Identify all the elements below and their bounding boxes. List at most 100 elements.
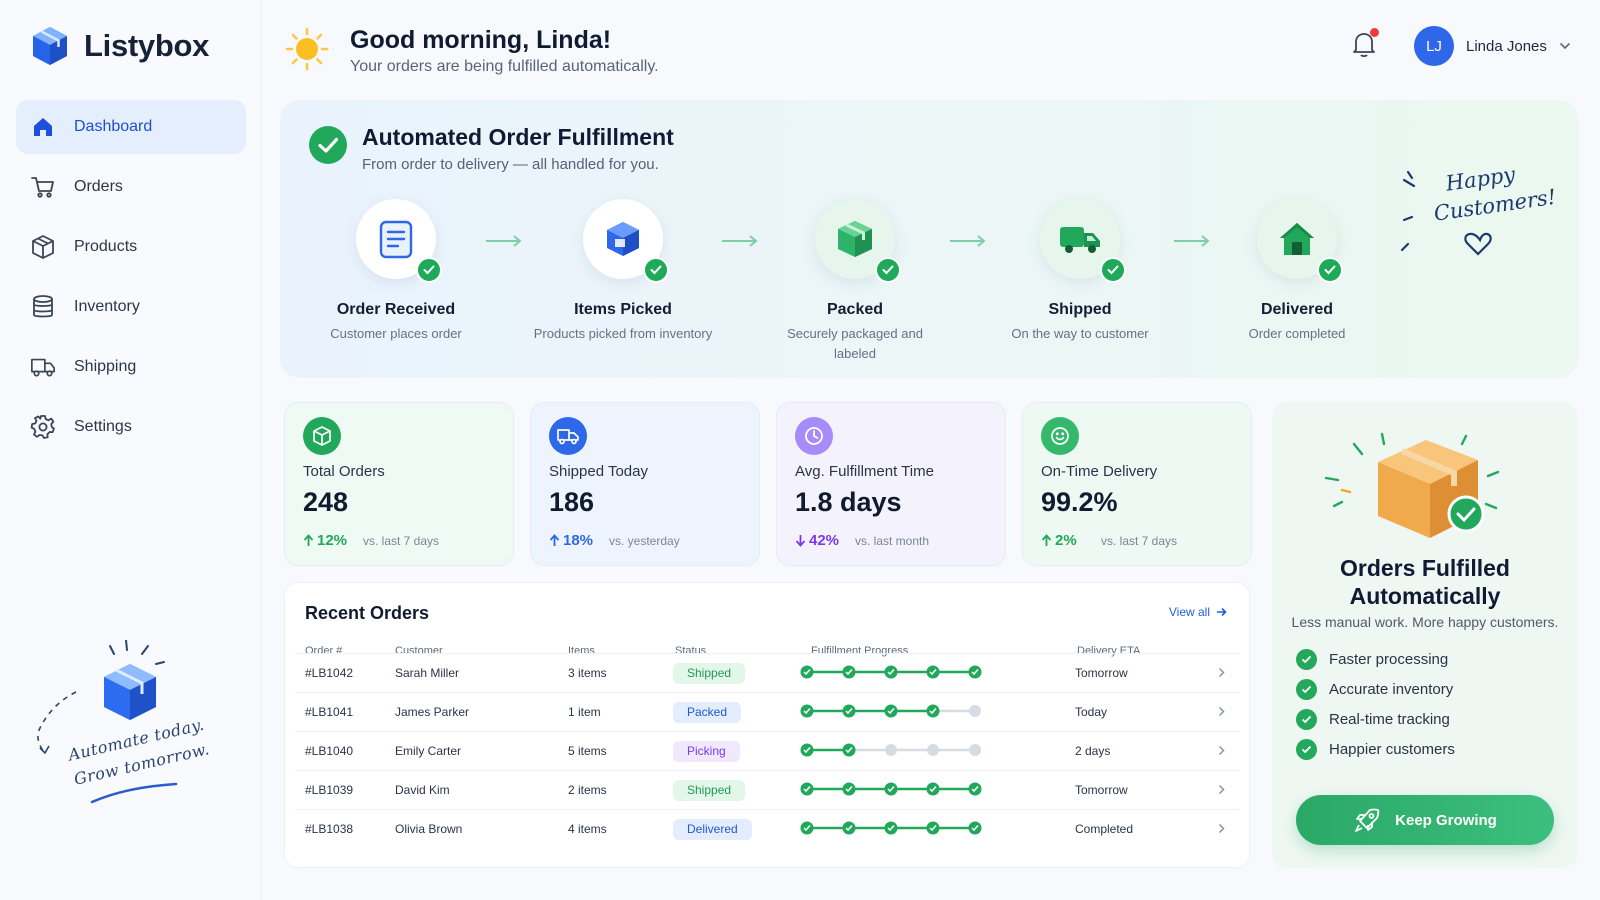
sidebar-nav: Dashboard Orders Products Inventory Ship… [16,100,246,460]
clock-icon [795,417,833,455]
package-illustration [1302,414,1542,544]
chevron-right-icon[interactable] [1218,823,1225,834]
step-shipped[interactable]: Shipped On the way to customer [970,199,1190,344]
sidebar-item-settings[interactable]: Settings [16,400,246,454]
table-row[interactable]: #LB1040 Emily Carter 5 items Picking 2 d… [295,731,1239,770]
step-delivered[interactable]: Delivered Order completed [1187,199,1407,344]
step-desc: Customer places order [330,326,462,341]
stat-value: 99.2% [1041,487,1118,517]
logo-cube-icon [28,24,72,68]
column-header-progress[interactable]: Fulfillment Progress [811,645,909,657]
step-icon-circle [1257,199,1343,283]
stat-value: 1.8 days [795,487,902,517]
order-eta: Tomorrow [1075,783,1128,797]
promo-subtitle: Less manual work. More happy customers. [1291,614,1559,630]
greeting-title: Good morning, Linda! [350,26,612,54]
gear-icon [30,414,56,440]
check-icon [1296,739,1317,760]
step-items-picked[interactable]: Items Picked Products picked from invent… [513,199,733,344]
logo[interactable]: Listybox [28,24,209,68]
stat-compare: vs. yesterday [609,534,680,548]
step-order-received[interactable]: Order Received Customer places order [286,199,506,344]
order-customer: David Kim [395,783,450,797]
sidebar-item-inventory[interactable]: Inventory [16,280,246,334]
stat-label: Total Orders [303,463,385,480]
step-packed[interactable]: Packed Securely packaged and labeled [745,199,965,364]
step-complete-icon [416,257,442,283]
stat-card-shipped-today[interactable]: Shipped Today 186 18% vs. yesterday [530,402,760,566]
hero-title: Automated Order Fulfillment [362,124,674,150]
truck-icon [1058,221,1102,257]
order-eta: Tomorrow [1075,666,1128,680]
fulfillment-hero [280,100,1578,378]
hero-check-icon [309,126,347,164]
stat-card-avg-fulfillment[interactable]: Avg. Fulfillment Time 1.8 days 42% vs. l… [776,402,1006,566]
sidebar-item-label: Inventory [74,298,140,315]
sidebar-item-label: Orders [74,178,123,195]
keep-growing-button[interactable]: Keep Growing [1296,795,1554,845]
step-icon-circle [1040,199,1126,283]
column-header-order[interactable]: Order # [305,645,343,657]
table-row[interactable]: #LB1038 Olivia Brown 4 items Delivered C… [295,809,1239,848]
column-header-items[interactable]: Items [568,645,595,657]
avatar: LJ [1414,26,1454,66]
chevron-right-icon[interactable] [1218,784,1225,795]
stat-delta-value: 42% [809,532,840,549]
view-all-label: View all [1168,605,1210,619]
feature-item: Real-time tracking [1296,709,1450,730]
promo-title: Orders Fulfilled Automatically [1272,554,1578,610]
order-items: 3 items [568,666,607,680]
order-items: 1 item [568,705,601,719]
user-menu[interactable]: LJ Linda Jones [1414,26,1571,66]
status-badge: Picking [673,741,740,762]
table-row[interactable]: #LB1039 David Kim 2 items Shipped Tomorr… [295,770,1239,809]
sidebar-item-label: Settings [74,418,132,435]
arrow-down-icon [795,534,806,547]
stat-delta: 12% [303,532,347,549]
status-badge: Delivered [673,819,752,840]
column-header-customer[interactable]: Customer [395,645,443,657]
step-title: Items Picked [574,301,672,318]
status-badge: Shipped [673,780,746,801]
sidebar-item-dashboard[interactable]: Dashboard [16,100,246,154]
stat-delta-value: 18% [563,532,594,549]
step-icon-circle [815,199,901,283]
order-id: #LB1042 [305,666,354,680]
stat-delta: 2% [1041,532,1077,549]
arrow-up-icon [303,534,314,547]
order-eta: Today [1075,705,1108,719]
sidebar: Listybox Dashboard Orders Products Inven… [0,0,262,900]
home-icon [30,114,56,140]
fulfillment-progress [799,703,995,719]
chevron-down-icon [1559,42,1571,50]
step-desc: Securely packaged and labeled [787,326,923,361]
feature-label: Faster processing [1329,651,1449,668]
sidebar-item-shipping[interactable]: Shipping [16,340,246,394]
column-header-eta[interactable]: Delivery ETA [1077,645,1141,657]
sidebar-item-products[interactable]: Products [16,220,246,274]
status-badge: Shipped [673,663,746,684]
arrow-right-icon [1216,607,1227,617]
sidebar-item-orders[interactable]: Orders [16,160,246,214]
column-header-status[interactable]: Status [675,645,707,657]
stat-card-total-orders[interactable]: Total Orders 248 12% vs. last 7 days [284,402,514,566]
stat-value: 248 [303,487,349,517]
step-complete-icon [643,257,669,283]
app-name: Listybox [84,28,210,63]
chevron-right-icon[interactable] [1218,706,1225,717]
chevron-right-icon[interactable] [1218,667,1225,678]
feature-item: Happier customers [1296,739,1455,760]
view-all-link[interactable]: View all [1169,605,1227,619]
stat-card-on-time-delivery[interactable]: On-Time Delivery 99.2% 2% vs. last 7 day… [1022,402,1252,566]
notification-button[interactable] [1351,30,1377,58]
chevron-right-icon[interactable] [1218,745,1225,756]
promo-card: Orders Fulfilled Automatically Less manu… [1272,402,1578,868]
feature-label: Happier customers [1329,741,1455,758]
order-eta: Completed [1075,822,1134,836]
order-id: #LB1041 [305,705,354,719]
table-row[interactable]: #LB1041 James Parker 1 item Packed Today [295,692,1239,731]
table-row[interactable]: #LB1042 Sarah Miller 3 items Shipped Tom… [295,653,1239,692]
step-icon-circle [583,199,669,283]
feature-label: Accurate inventory [1329,681,1454,698]
step-arrow-icon [948,234,988,248]
